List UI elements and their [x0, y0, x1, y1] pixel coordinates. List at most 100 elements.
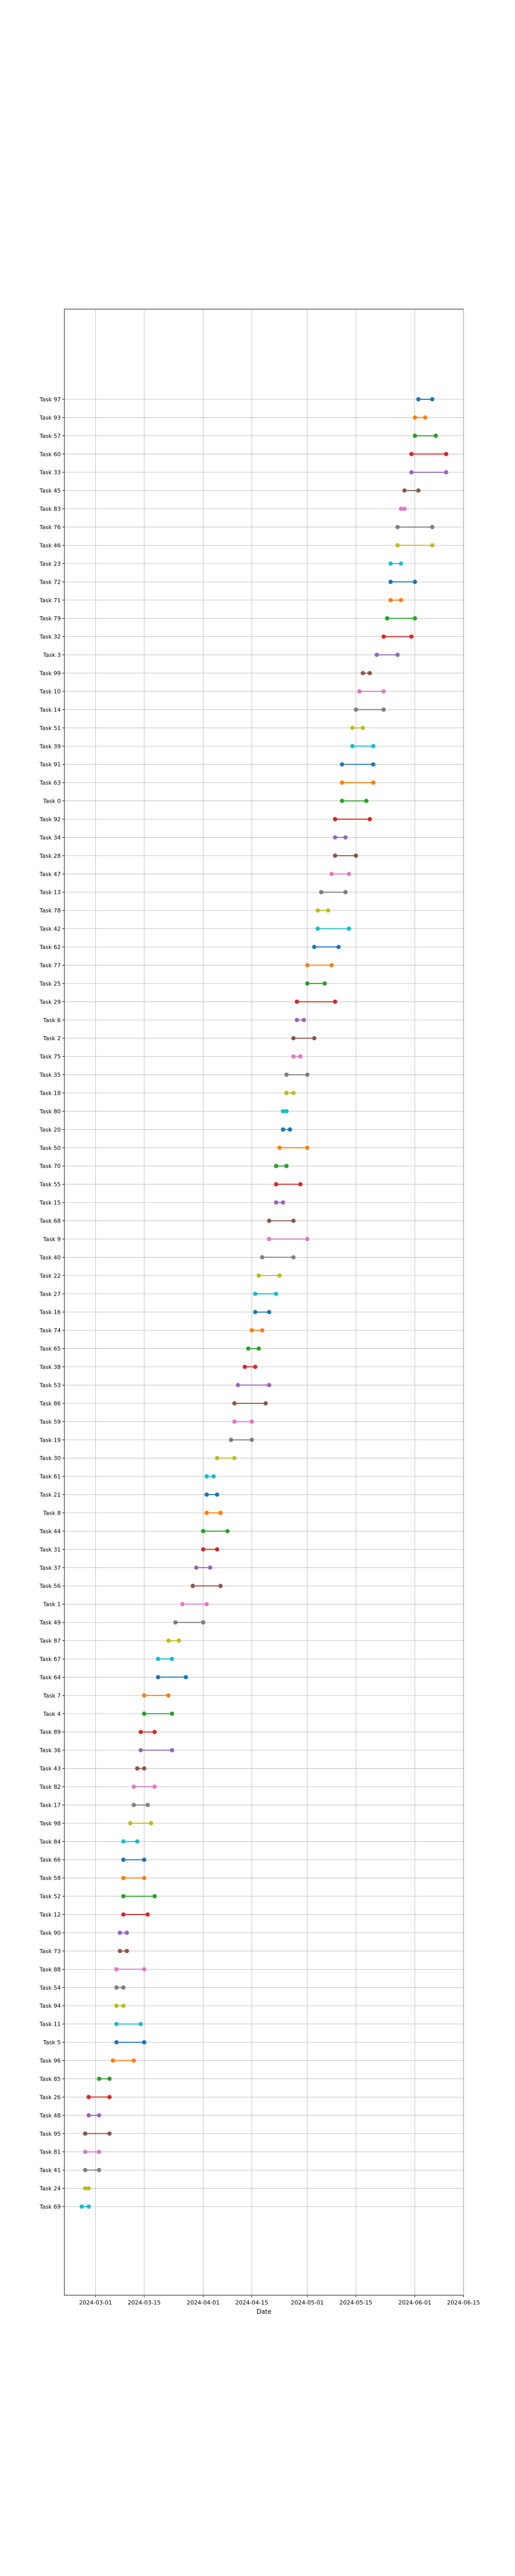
task-start-point	[128, 1821, 133, 1826]
task-start-point	[388, 561, 393, 566]
task-dumbbell	[232, 1401, 268, 1406]
task-start-point	[260, 1255, 265, 1260]
task-dumbbell	[357, 689, 386, 694]
task-end-point	[139, 2022, 143, 2026]
task-end-point	[273, 1292, 279, 1296]
y-tick-label: Task 13	[39, 889, 61, 896]
y-tick-label: Task 56	[39, 1583, 61, 1589]
y-tick-label: Task 58	[39, 1875, 61, 1882]
y-tick-label: Task 50	[39, 1145, 61, 1151]
task-dumbbell	[86, 2095, 112, 2099]
y-tick-label: Task 54	[39, 1985, 61, 1991]
task-start-point	[83, 2149, 88, 2154]
y-tick-label: Task 72	[39, 579, 61, 585]
task-dumbbell	[121, 1857, 147, 1862]
task-end-point	[145, 1912, 150, 1917]
y-tick-label: Task 24	[39, 2185, 61, 2192]
task-start-point	[388, 580, 393, 584]
y-tick-label: Task 33	[39, 469, 61, 476]
task-end-point	[125, 1948, 129, 1954]
y-tick-label: Task 76	[39, 524, 61, 531]
task-end-point	[267, 1383, 271, 1387]
task-start-point	[329, 872, 334, 876]
x-tick-label: 2024-05-01	[291, 2299, 324, 2306]
task-dumbbell	[284, 1091, 296, 1095]
task-dumbbell	[114, 2022, 143, 2026]
y-tick-label: Task 27	[39, 1291, 61, 1297]
task-end-point	[121, 2004, 126, 2008]
y-tick-label: Task 98	[39, 1820, 61, 1827]
y-tick-label: Task 85	[39, 2076, 61, 2082]
task-end-point	[97, 2113, 101, 2118]
task-start-point	[388, 598, 393, 602]
task-end-point	[367, 671, 372, 675]
task-end-point	[218, 1584, 223, 1588]
y-tick-label: Task 57	[39, 433, 61, 439]
y-tick-label: Task 93	[39, 414, 61, 421]
task-end-point	[225, 1529, 230, 1534]
y-tick-label: Task 65	[39, 1346, 61, 1352]
task-start-point	[339, 780, 345, 785]
task-end-point	[347, 872, 351, 876]
task-dumbbell	[413, 415, 428, 420]
task-start-point	[353, 707, 358, 712]
y-tick-label: Task 53	[39, 1382, 61, 1388]
task-dumbbell	[204, 1511, 223, 1515]
task-dumbbell	[360, 671, 372, 675]
task-end-point	[305, 1145, 310, 1150]
task-start-point	[284, 1072, 289, 1077]
task-end-point	[277, 1273, 282, 1278]
task-dumbbell	[253, 1292, 279, 1296]
task-dumbbell	[114, 2004, 126, 2008]
task-start-point	[86, 2113, 91, 2118]
y-tick-label: Task 39	[39, 743, 61, 750]
task-end-point	[284, 1109, 289, 1114]
y-tick-label: Task 38	[39, 1364, 61, 1370]
task-markers	[79, 397, 449, 2209]
task-end-point	[399, 598, 403, 602]
task-dumbbell	[319, 890, 348, 894]
task-end-point	[409, 634, 414, 639]
task-start-point	[156, 1675, 161, 1680]
task-dumbbell	[350, 725, 365, 731]
task-end-point	[177, 1638, 181, 1643]
task-end-point	[86, 2186, 91, 2191]
y-tick-label: Task 48	[39, 2112, 61, 2119]
task-start-point	[246, 1346, 251, 1351]
task-end-point	[281, 1200, 285, 1205]
task-dumbbell	[201, 1547, 219, 1552]
task-end-point	[413, 616, 417, 621]
task-dumbbell	[409, 470, 449, 474]
y-tick-label: Task 69	[39, 2204, 61, 2210]
task-dumbbell	[353, 707, 386, 712]
task-start-point	[350, 725, 355, 731]
task-dumbbell	[295, 1018, 306, 1022]
y-tick-label: Task 99	[39, 670, 61, 677]
task-dumbbell	[409, 452, 449, 456]
x-tick-label: 2024-06-01	[399, 2299, 432, 2306]
task-dumbbell	[121, 1894, 157, 1899]
task-dumbbell	[416, 397, 435, 402]
task-dumbbell	[191, 1584, 223, 1588]
task-dumbbell	[333, 835, 348, 840]
task-end-point	[360, 725, 365, 731]
task-end-point	[145, 1803, 150, 1807]
y-tick-label: Task 18	[39, 1090, 61, 1097]
task-start-point	[256, 1273, 261, 1278]
y-tick-label: Task 40	[39, 1254, 61, 1261]
task-start-point	[215, 1455, 219, 1461]
y-tick-label: Task 31	[39, 1546, 61, 1553]
task-dumbbell	[350, 744, 375, 749]
y-tick-label: Task 9	[43, 1236, 61, 1243]
y-axis: Task 97 Task 93 Task 57 Task 60 Task 33 Task …	[39, 396, 64, 2210]
task-end-point	[336, 944, 341, 950]
task-end-point	[97, 2167, 101, 2173]
task-start-point	[243, 1364, 247, 1369]
task-start-point	[142, 1693, 147, 1698]
task-end-point	[433, 433, 438, 438]
task-start-point	[156, 1656, 161, 1662]
y-tick-label: Task 63	[39, 779, 61, 786]
task-dumbbell	[117, 1948, 129, 1954]
task-end-point	[169, 1656, 175, 1662]
y-tick-label: Task 95	[39, 2130, 61, 2137]
